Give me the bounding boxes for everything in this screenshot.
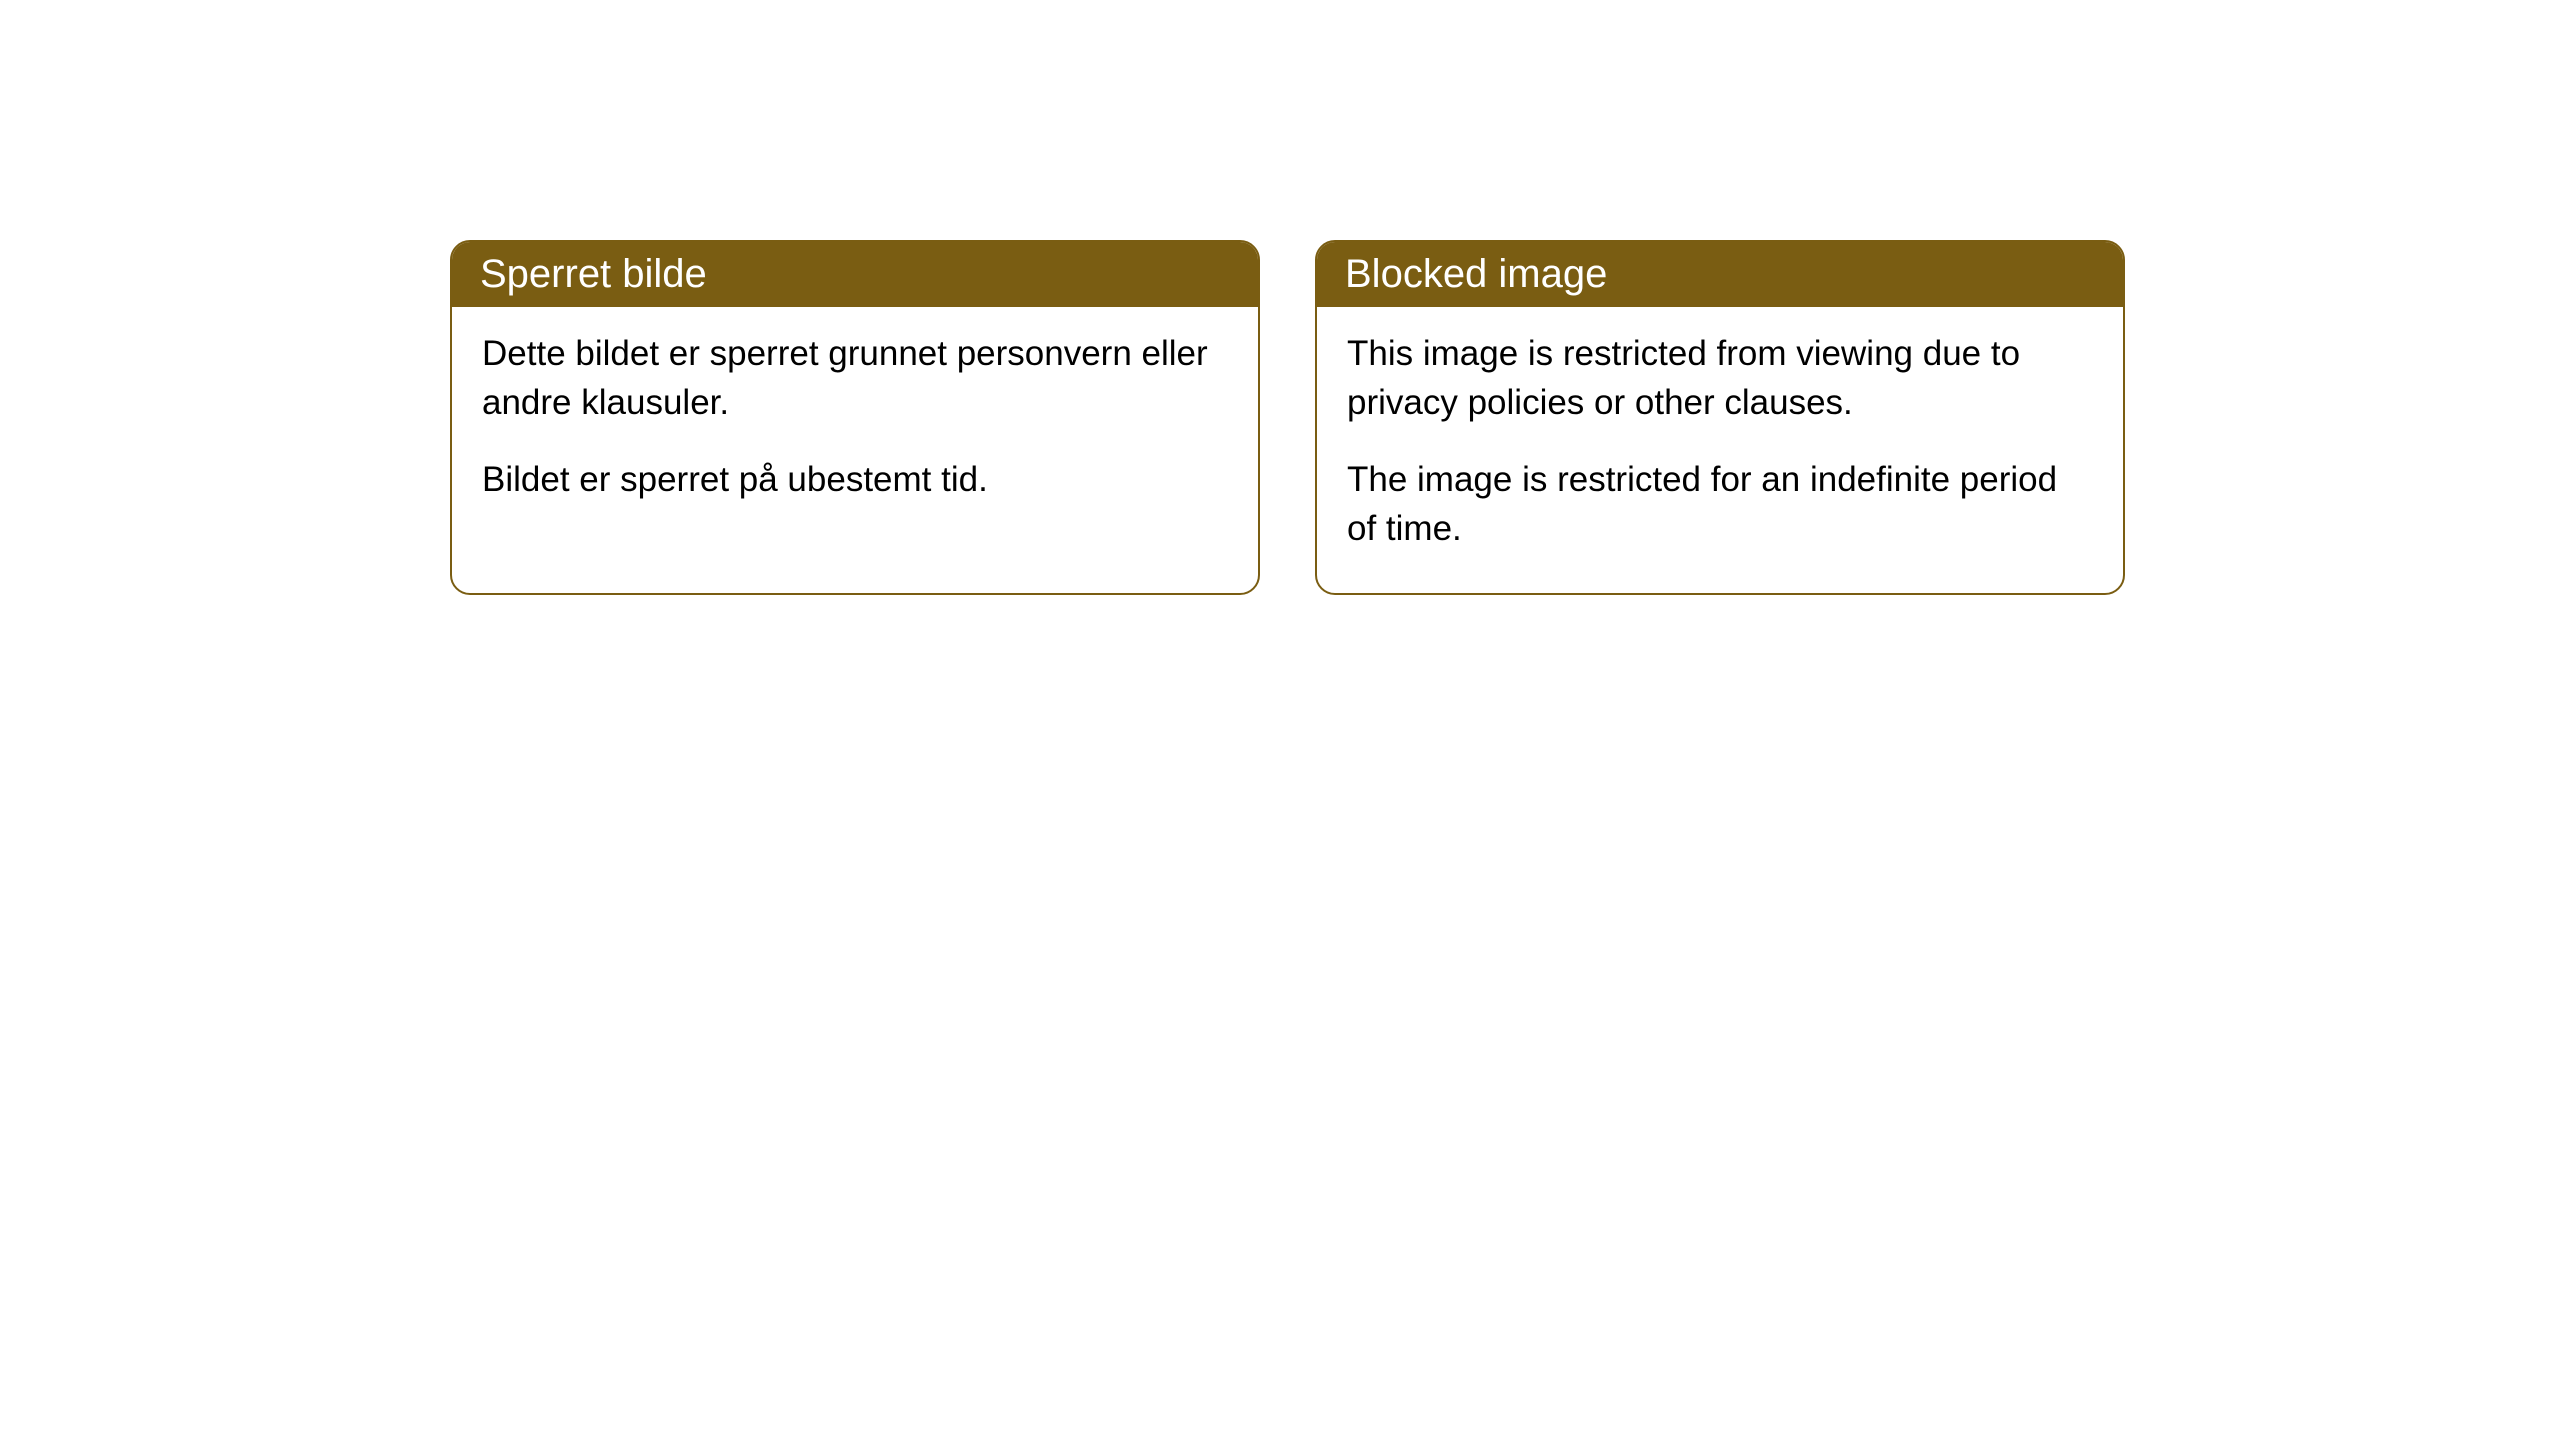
card-body-norwegian: Dette bildet er sperret grunnet personve… [452, 307, 1258, 544]
card-paragraph: The image is restricted for an indefinit… [1347, 455, 2093, 553]
card-title: Blocked image [1345, 252, 1607, 296]
card-body-english: This image is restricted from viewing du… [1317, 307, 2123, 593]
card-header-norwegian: Sperret bilde [452, 242, 1258, 307]
card-paragraph: This image is restricted from viewing du… [1347, 329, 2093, 427]
blocked-image-card-english: Blocked image This image is restricted f… [1315, 240, 2125, 595]
card-header-english: Blocked image [1317, 242, 2123, 307]
card-title: Sperret bilde [480, 252, 707, 296]
card-paragraph: Dette bildet er sperret grunnet personve… [482, 329, 1228, 427]
blocked-image-card-norwegian: Sperret bilde Dette bildet er sperret gr… [450, 240, 1260, 595]
card-paragraph: Bildet er sperret på ubestemt tid. [482, 455, 1228, 504]
notice-cards-container: Sperret bilde Dette bildet er sperret gr… [450, 240, 2125, 595]
